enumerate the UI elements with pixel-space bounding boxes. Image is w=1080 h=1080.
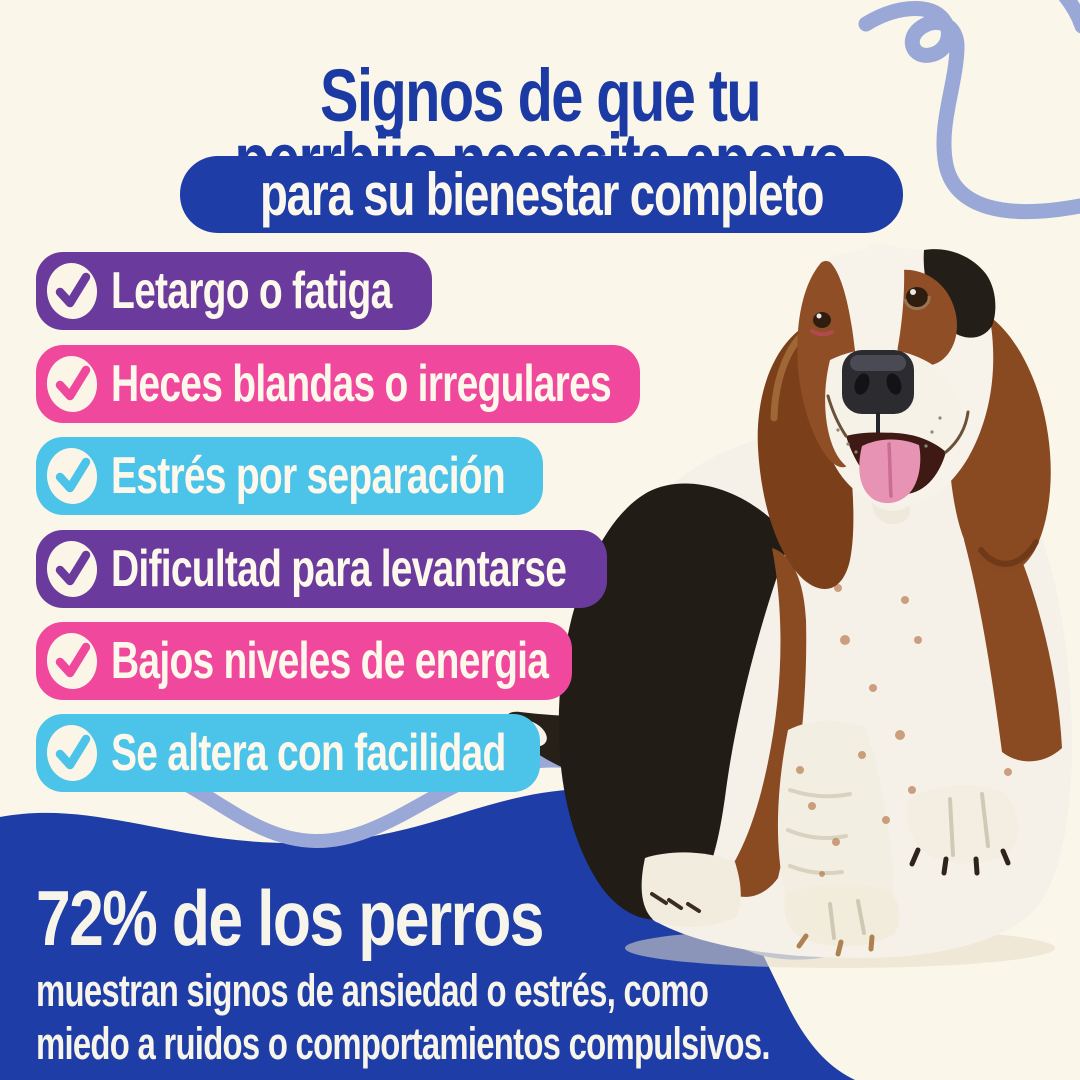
check-icon: [46, 541, 98, 597]
dog-nostril-left: [854, 373, 870, 395]
checklist-item-energia: Bajos niveles de energia: [36, 622, 572, 700]
dog-leg-creases: [786, 788, 852, 876]
dog-head-patch-black: [923, 249, 996, 338]
stat-line-1: muestran signos de ansiedad o estrés, co…: [36, 965, 709, 1016]
dog-head: [806, 247, 994, 506]
stat-line-2: miedo a ruidos o comportamientos compuls…: [36, 1018, 771, 1069]
check-icon: [46, 448, 98, 504]
subtitle-pill: para su bienestar completo: [180, 156, 903, 233]
dog-nose-sheen: [850, 355, 906, 371]
stat-headline: 72% de los perros: [36, 874, 544, 962]
checklist-item-heces: Heces blandas o irregulares: [36, 345, 640, 423]
dog-front-claws-right: [909, 847, 1011, 876]
squiggle-corner-stub: [1058, 0, 1080, 34]
dog-front-paw-right: [907, 785, 1019, 864]
dog-ear-right: [946, 304, 1051, 575]
checklist-item-letargo: Letargo o fatiga: [36, 252, 432, 330]
checklist-label: Dificultad para levantarse: [111, 540, 567, 598]
dog-muzzle: [825, 348, 961, 482]
dog-eyes: [810, 287, 931, 337]
subtitle-text: para su bienestar completo: [259, 161, 824, 228]
checklist-item-estres: Estrés por separación: [36, 437, 543, 515]
dog-flank-brown: [964, 508, 1062, 762]
checklist-item-dificultad: Dificultad para levantarse: [36, 530, 607, 608]
dog-front-toes-right: [948, 792, 990, 857]
checklist-label: Heces blandas o irregulares: [111, 355, 612, 413]
dog-smile-right: [944, 410, 970, 454]
check-icon: [46, 725, 98, 781]
dog-mouth: [846, 432, 946, 495]
dog-tongue: [859, 439, 921, 504]
dog-head-patch-right: [882, 269, 957, 366]
dog-blaze: [850, 244, 936, 462]
dog-nose: [842, 350, 914, 414]
checklist-label: Bajos niveles de energia: [111, 632, 549, 690]
title-line-1: Signos de que tu: [319, 53, 762, 137]
checklist-label: Letargo o fatiga: [111, 262, 392, 320]
dog-muzzle-stipple: [836, 416, 942, 454]
dog-smile-left: [826, 394, 848, 438]
checklist-label: Estrés por separación: [111, 447, 506, 505]
checklist-label: Se altera con facilidad: [111, 724, 506, 782]
dog-ear-left: [757, 322, 854, 590]
checklist-item-altera: Se altera con facilidad: [36, 714, 540, 792]
dog-ear-left-highlight: [770, 324, 814, 422]
stat-description: muestran signos de ansiedad o estrés, co…: [36, 964, 1041, 1070]
check-icon: [46, 356, 98, 412]
dog-tongue-crease: [887, 442, 893, 498]
dog-ear-right-shade: [978, 539, 1039, 567]
stat-section: 72% de los perros muestran signos de ans…: [36, 876, 1041, 1070]
dog-freckles: [796, 584, 1012, 877]
dog-chest-brown-band: [718, 548, 807, 897]
dog-head-patch-left: [797, 260, 859, 468]
dog-nostril-right: [886, 373, 902, 395]
dog-chin: [872, 502, 911, 524]
check-icon: [46, 633, 98, 689]
check-icon: [46, 263, 98, 319]
